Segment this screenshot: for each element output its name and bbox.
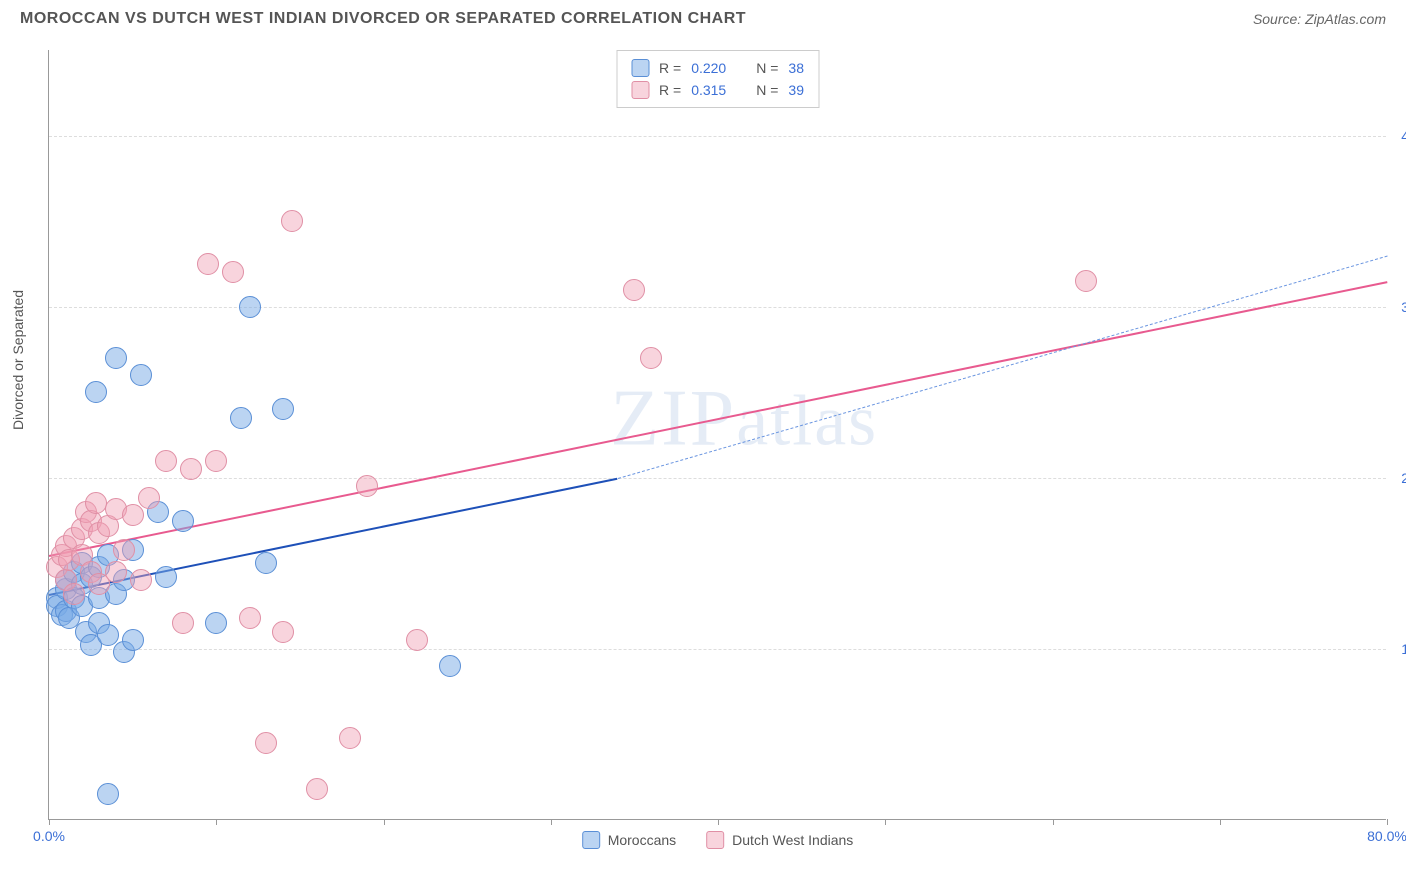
- data-point: [1075, 270, 1097, 292]
- data-point: [97, 783, 119, 805]
- data-point: [239, 607, 261, 629]
- data-point: [205, 450, 227, 472]
- gridline: [49, 478, 1386, 479]
- data-point: [439, 655, 461, 677]
- trend-line-moroccans-dashed: [618, 255, 1388, 478]
- data-point: [230, 407, 252, 429]
- data-point: [339, 727, 361, 749]
- y-tick-label: 20.0%: [1401, 470, 1406, 486]
- data-point: [222, 261, 244, 283]
- data-point: [239, 296, 261, 318]
- watermark: ZIPatlas: [610, 374, 878, 465]
- gridline: [49, 136, 1386, 137]
- chart-title: MOROCCAN VS DUTCH WEST INDIAN DIVORCED O…: [20, 10, 746, 28]
- legend-label: Dutch West Indians: [732, 832, 853, 848]
- x-tick: [216, 819, 217, 825]
- data-point: [640, 347, 662, 369]
- legend-item-dutch: Dutch West Indians: [706, 831, 853, 849]
- swatch-pink-icon: [706, 831, 724, 849]
- y-tick-label: 40.0%: [1401, 128, 1406, 144]
- data-point: [255, 552, 277, 574]
- data-point: [180, 458, 202, 480]
- swatch-blue-icon: [631, 59, 649, 77]
- data-point: [255, 732, 277, 754]
- r-value-moroccans: 0.220: [691, 60, 726, 76]
- n-label: N =: [756, 60, 778, 76]
- swatch-pink-icon: [631, 81, 649, 99]
- x-tick: [1387, 819, 1388, 825]
- y-tick-label: 30.0%: [1401, 299, 1406, 315]
- data-point: [155, 566, 177, 588]
- x-tick: [551, 819, 552, 825]
- data-point: [130, 364, 152, 386]
- x-tick: [384, 819, 385, 825]
- x-tick: [1220, 819, 1221, 825]
- data-point: [97, 624, 119, 646]
- legend-row-dutch: R = 0.315 N = 39: [631, 79, 804, 101]
- data-point: [406, 629, 428, 651]
- swatch-blue-icon: [582, 831, 600, 849]
- r-label: R =: [659, 82, 681, 98]
- r-value-dutch: 0.315: [691, 82, 726, 98]
- series-legend: Moroccans Dutch West Indians: [582, 831, 854, 849]
- data-point: [155, 450, 177, 472]
- legend-row-moroccans: R = 0.220 N = 38: [631, 57, 804, 79]
- data-point: [105, 561, 127, 583]
- x-tick: [1053, 819, 1054, 825]
- data-point: [172, 612, 194, 634]
- legend-item-moroccans: Moroccans: [582, 831, 676, 849]
- data-point: [122, 504, 144, 526]
- n-label: N =: [756, 82, 778, 98]
- data-point: [272, 621, 294, 643]
- data-point: [356, 475, 378, 497]
- data-point: [138, 487, 160, 509]
- y-tick-label: 10.0%: [1401, 641, 1406, 657]
- data-point: [130, 569, 152, 591]
- y-axis-label: Divorced or Separated: [10, 290, 26, 430]
- data-point: [197, 253, 219, 275]
- source-attribution: Source: ZipAtlas.com: [1253, 11, 1386, 27]
- x-tick: [885, 819, 886, 825]
- n-value-dutch: 39: [788, 82, 804, 98]
- data-point: [306, 778, 328, 800]
- data-point: [105, 347, 127, 369]
- chart-plot-area: ZIPatlas R = 0.220 N = 38 R = 0.315 N = …: [48, 50, 1386, 820]
- data-point: [272, 398, 294, 420]
- correlation-legend: R = 0.220 N = 38 R = 0.315 N = 39: [616, 50, 819, 108]
- data-point: [85, 381, 107, 403]
- data-point: [172, 510, 194, 532]
- data-point: [205, 612, 227, 634]
- x-tick-label: 0.0%: [33, 828, 65, 844]
- data-point: [63, 583, 85, 605]
- data-point: [122, 629, 144, 651]
- r-label: R =: [659, 60, 681, 76]
- legend-label: Moroccans: [608, 832, 676, 848]
- n-value-moroccans: 38: [788, 60, 804, 76]
- data-point: [85, 492, 107, 514]
- x-tick: [49, 819, 50, 825]
- x-tick-label: 80.0%: [1367, 828, 1406, 844]
- gridline: [49, 649, 1386, 650]
- data-point: [623, 279, 645, 301]
- data-point: [113, 539, 135, 561]
- data-point: [281, 210, 303, 232]
- x-tick: [718, 819, 719, 825]
